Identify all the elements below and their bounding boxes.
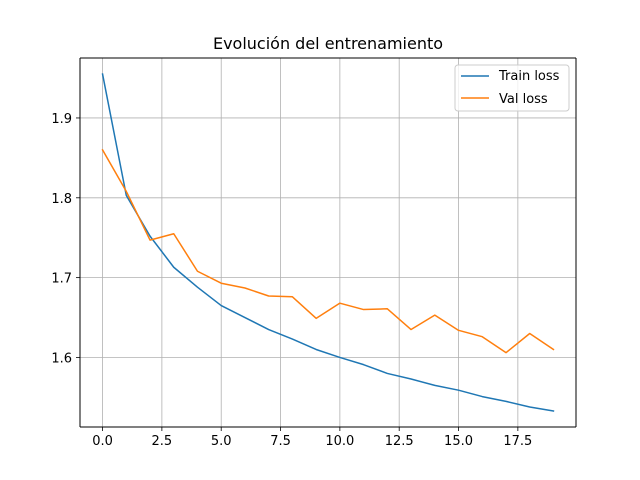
series-layer <box>101 73 555 412</box>
y-tick-label: 1.8 <box>51 192 72 207</box>
legend-label-val-loss: Val loss <box>499 92 548 107</box>
grid-layer <box>80 58 576 427</box>
legend: Train loss Val loss <box>454 64 570 112</box>
y-tick-label: 1.9 <box>51 112 72 127</box>
x-tick-label: 0.0 <box>92 434 113 449</box>
plot-background <box>80 58 576 427</box>
y-tick-label: 1.7 <box>51 272 72 287</box>
chart-title: Evolución del entrenamiento <box>213 34 443 53</box>
axes-frame <box>79 57 577 428</box>
x-tick-label: 12.5 <box>385 434 414 449</box>
x-tick-label: 15.0 <box>444 434 473 449</box>
y-tick-label: 1.6 <box>51 351 72 366</box>
series-line-val-loss <box>101 148 555 354</box>
ticks-layer: 0.0 2.5 5.0 7.5 10.0 12.5 15.0 17.5 1.6 1.7 1.8 1.9 <box>51 112 532 449</box>
x-tick-label: 5.0 <box>211 434 232 449</box>
series-line-train-loss <box>101 73 555 412</box>
legend-label-train-loss: Train loss <box>498 69 560 84</box>
x-tick-label: 7.5 <box>270 434 291 449</box>
x-tick-label: 2.5 <box>152 434 173 449</box>
x-tick-label: 17.5 <box>503 434 532 449</box>
x-tick-label: 10.0 <box>325 434 354 449</box>
